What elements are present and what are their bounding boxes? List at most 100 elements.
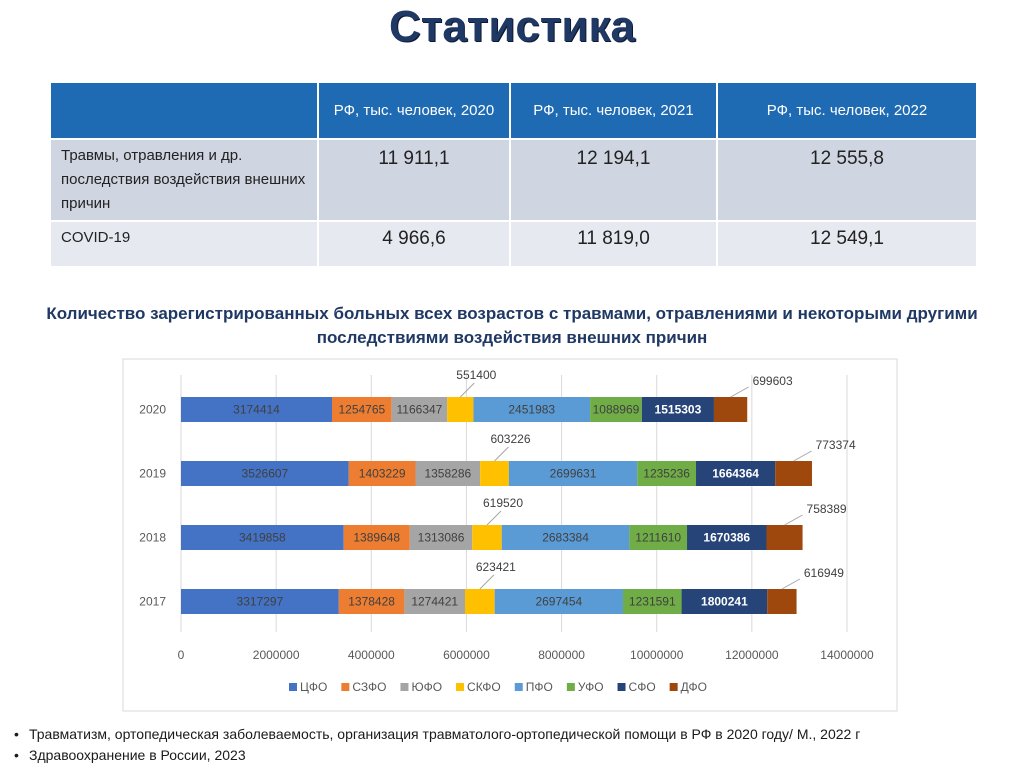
- x-tick-label: 10000000: [630, 648, 684, 662]
- data-label: 619520: [483, 496, 523, 510]
- table-cell: 12 549,1: [716, 220, 978, 268]
- data-label: 1664364: [712, 467, 759, 481]
- data-label: 1088969: [593, 403, 640, 417]
- bar-segment: [348, 461, 416, 486]
- footnote-item: • Здравоохранение в России, 2023: [14, 745, 1014, 766]
- bar-segment: [391, 397, 448, 422]
- bar-segment: [181, 525, 344, 550]
- callout-line: [479, 574, 495, 590]
- table-cell: 11 819,0: [509, 220, 718, 268]
- bar-segment: [641, 397, 714, 422]
- callout-line: [784, 514, 803, 526]
- data-label: 2699631: [550, 467, 597, 481]
- data-label: 616949: [804, 566, 844, 580]
- legend-label: СКФО: [467, 680, 501, 694]
- data-label: 2697454: [535, 595, 582, 609]
- bar-segment: [181, 589, 339, 614]
- bar-segment: [775, 461, 812, 486]
- data-label: 623421: [476, 560, 516, 574]
- bar-segment: [181, 397, 333, 422]
- legend-label: ПФО: [526, 680, 553, 694]
- bar-segment: [338, 589, 405, 614]
- footnotes: • Травматизм, ортопедическая заболеваемо…: [14, 724, 1014, 766]
- bar-segment: [687, 525, 767, 550]
- bar-segment: [681, 589, 768, 614]
- data-label: 2683384: [542, 531, 589, 545]
- table-header-2020: РФ, тыс. человек, 2020: [317, 81, 511, 140]
- footnote-text: Травматизм, ортопедическая заболеваемост…: [29, 726, 861, 742]
- y-category-label: 2020: [139, 403, 166, 417]
- data-label: 3419858: [239, 531, 286, 545]
- table-row: Травмы, отравления и др. последствия воз…: [49, 138, 978, 222]
- data-label: 1254765: [338, 403, 385, 417]
- y-category-label: 2019: [139, 467, 166, 481]
- x-tick-label: 6000000: [443, 648, 490, 662]
- data-label: 1235236: [643, 467, 690, 481]
- data-label: 1515303: [655, 403, 702, 417]
- bar-segment: [622, 589, 682, 614]
- x-tick-label: 8000000: [538, 648, 585, 662]
- bar-segment: [501, 525, 630, 550]
- data-label: 1313086: [418, 531, 465, 545]
- bar-segment: [409, 525, 473, 550]
- bar-segment: [415, 461, 481, 486]
- bar-segment: [472, 525, 502, 550]
- x-tick-label: 14000000: [820, 648, 874, 662]
- data-label: 1166347: [397, 403, 443, 417]
- bar-segment: [404, 589, 466, 614]
- table-cell: 11 911,1: [317, 138, 511, 222]
- bar-segment: [465, 589, 495, 614]
- data-label: 2451983: [508, 403, 555, 417]
- bar-segment: [590, 397, 642, 422]
- table-header-row: РФ, тыс. человек, 2020 РФ, тыс. человек,…: [49, 81, 978, 140]
- bar-segment: [181, 461, 349, 486]
- bar-segment: [637, 461, 697, 486]
- y-category-label: 2017: [139, 595, 166, 609]
- bar-segment: [473, 397, 591, 422]
- callout-line: [459, 382, 475, 398]
- callout-line: [793, 450, 812, 462]
- legend-label: ДФО: [681, 680, 707, 694]
- data-label: 551400: [456, 368, 496, 382]
- data-label: 1670386: [703, 531, 750, 545]
- x-tick-label: 2000000: [253, 648, 300, 662]
- data-label: 758389: [807, 502, 847, 516]
- data-label: 1800241: [701, 595, 748, 609]
- table-header-empty: [49, 81, 319, 140]
- footnote-item: • Травматизм, ортопедическая заболеваемо…: [14, 724, 1014, 745]
- data-label: 1358286: [424, 467, 471, 481]
- legend-label: ЦФО: [300, 680, 327, 694]
- legend-label: УФО: [578, 680, 604, 694]
- data-label: 1231591: [629, 595, 676, 609]
- bar-segment: [332, 397, 392, 422]
- data-label: 3526607: [242, 467, 289, 481]
- x-tick-label: 4000000: [348, 648, 395, 662]
- bar-segment: [494, 589, 623, 614]
- data-label: 3317297: [237, 595, 284, 609]
- legend-label: СФО: [629, 680, 656, 694]
- data-label: 699603: [753, 374, 793, 388]
- legend-swatch: [617, 683, 626, 691]
- data-label: 1389648: [353, 531, 400, 545]
- legend-label: СЗФО: [352, 680, 386, 694]
- bar-segment: [343, 525, 410, 550]
- x-tick-label: 0: [178, 648, 185, 662]
- bullet-icon: •: [14, 726, 19, 742]
- statistics-table: РФ, тыс. человек, 2020 РФ, тыс. человек,…: [49, 81, 978, 268]
- bar-segment: [713, 397, 748, 422]
- chart-title: Количество зарегистрированных больных вс…: [46, 304, 978, 347]
- data-label: 1378428: [348, 595, 395, 609]
- legend-swatch: [566, 683, 575, 691]
- row-label-injuries: Травмы, отравления и др. последствия воз…: [49, 138, 319, 222]
- data-label: 3174414: [233, 403, 280, 417]
- legend-swatch: [400, 683, 409, 691]
- bar-segment: [447, 397, 474, 422]
- bar-segment: [767, 589, 797, 614]
- row-label-covid: COVID-19: [49, 220, 319, 268]
- callout-line: [781, 578, 801, 590]
- data-label: 603226: [490, 432, 530, 446]
- legend-swatch: [669, 683, 678, 691]
- bar-segment: [480, 461, 509, 486]
- data-label: 1403229: [359, 467, 406, 481]
